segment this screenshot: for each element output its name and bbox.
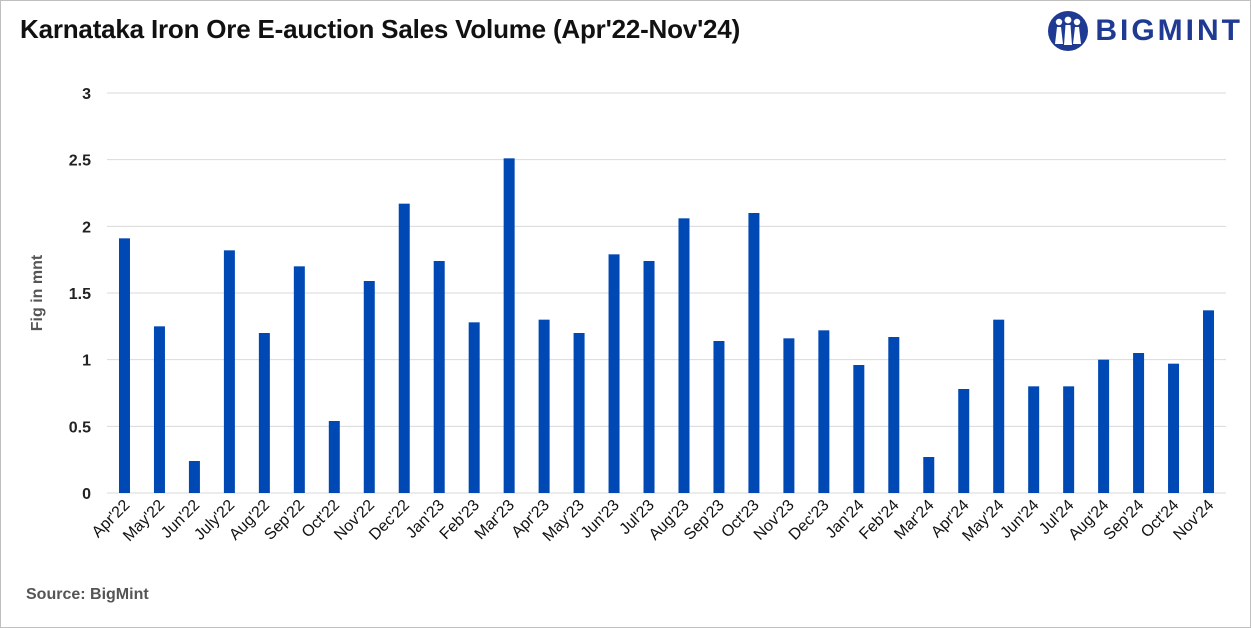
gridlines (107, 92, 1226, 494)
bar (1133, 353, 1145, 493)
bar (853, 365, 865, 493)
x-tick-label: Dec'23 (786, 497, 833, 544)
y-tick-label: 1 (82, 353, 91, 370)
bar (888, 337, 900, 493)
bar (1028, 386, 1040, 493)
bigmint-people-icon (1048, 11, 1089, 51)
bar (118, 238, 130, 493)
bar (713, 341, 725, 493)
bar (503, 158, 515, 494)
bar (538, 319, 550, 493)
y-tick-label: 3 (82, 86, 91, 103)
bar (1168, 363, 1180, 493)
x-tick-label: Mar'24 (891, 497, 937, 543)
bars (118, 158, 1215, 494)
bar (363, 281, 375, 493)
x-tick-label: Sep'24 (1101, 497, 1148, 544)
bar (993, 319, 1005, 493)
x-tick-label: Jun'23 (578, 497, 623, 542)
x-tick-label: Sep'23 (681, 497, 728, 544)
bar (328, 421, 340, 493)
bar (258, 333, 270, 493)
bar (153, 326, 165, 493)
bar (1203, 310, 1215, 493)
y-tick-label: 0.5 (69, 419, 91, 436)
bar (1063, 386, 1075, 493)
bar (678, 218, 690, 494)
x-tick-label: Nov'24 (1170, 497, 1217, 544)
x-tick-label: Mar'23 (472, 497, 518, 543)
source-note: Source: BigMint (26, 586, 149, 603)
x-tick-label: Dec'22 (366, 497, 413, 544)
brand-name: BIGMINT (1095, 14, 1243, 47)
bar (293, 266, 305, 493)
bar (188, 461, 200, 493)
x-tick-label: Sep'22 (261, 497, 308, 544)
chart-title: Karnataka Iron Ore E-auction Sales Volum… (20, 14, 741, 44)
y-axis-ticks: 0 0.5 1 1.5 2 2.5 3 (69, 86, 91, 503)
bar (223, 250, 235, 493)
bar (573, 333, 585, 493)
bar (958, 389, 970, 493)
y-tick-label: 0 (82, 486, 91, 503)
x-axis-ticks: Apr'22May'22Jun'22July'22Aug'22Sep'22Oct… (89, 497, 1217, 545)
y-axis-label: Fig in mnt (29, 254, 46, 331)
bar (1098, 359, 1110, 493)
bar (433, 261, 445, 493)
brand-logo: BIGMINT (1047, 10, 1243, 52)
bar (643, 261, 655, 493)
bar (398, 203, 410, 493)
y-tick-label: 2.5 (69, 153, 91, 170)
y-tick-label: 1.5 (69, 286, 91, 303)
bar (748, 213, 760, 493)
bar (818, 330, 830, 493)
x-tick-label: Jun'24 (997, 497, 1042, 542)
bar (923, 457, 935, 493)
bar (468, 322, 480, 493)
y-tick-label: 2 (82, 219, 91, 236)
bar (783, 338, 795, 493)
bar (608, 254, 620, 493)
